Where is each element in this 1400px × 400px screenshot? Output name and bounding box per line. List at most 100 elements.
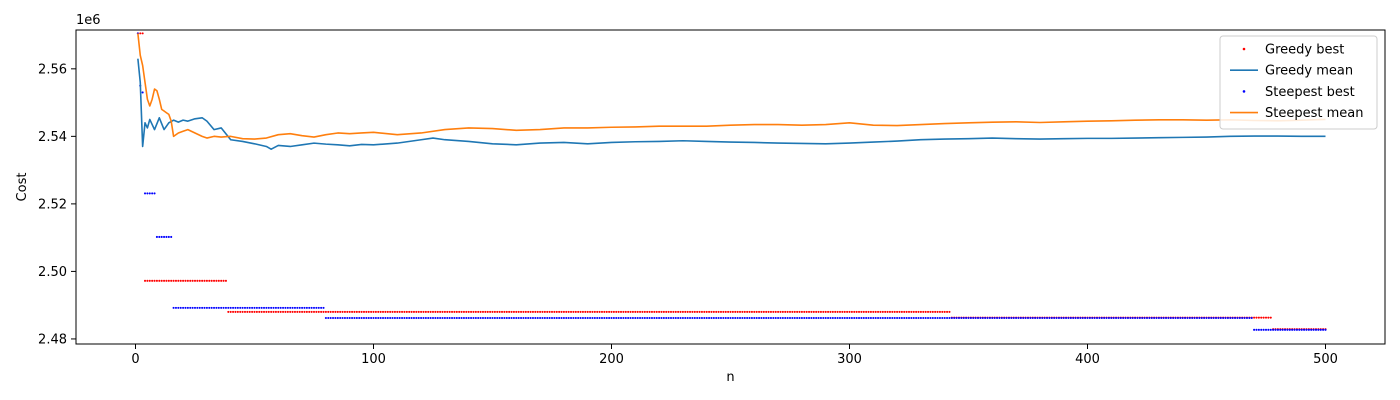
data-point — [634, 316, 637, 320]
data-point — [270, 310, 273, 313]
data-point — [196, 306, 199, 309]
data-point — [508, 316, 511, 320]
data-point — [436, 310, 439, 313]
data-point — [310, 310, 313, 313]
data-point — [727, 310, 730, 313]
data-point — [327, 310, 330, 313]
data-point — [679, 316, 682, 320]
data-point — [389, 310, 392, 313]
x-tick-label: 200 — [599, 352, 624, 367]
data-point — [558, 316, 561, 320]
data-point — [976, 316, 980, 320]
data-point — [555, 316, 558, 320]
data-point — [860, 310, 863, 313]
data-point — [139, 32, 142, 35]
data-point — [251, 310, 254, 313]
data-point — [1200, 316, 1203, 320]
data-point — [1322, 328, 1325, 331]
legend-marker — [1242, 90, 1246, 93]
data-point — [422, 310, 425, 313]
data-point — [236, 306, 239, 309]
data-point — [343, 310, 346, 313]
data-point — [755, 316, 758, 320]
data-point — [541, 310, 544, 313]
data-point — [717, 310, 720, 313]
data-point — [489, 310, 492, 313]
data-point — [353, 316, 356, 320]
data-point — [660, 310, 663, 313]
data-point — [1138, 316, 1141, 320]
data-point — [534, 316, 537, 320]
data-point — [474, 316, 477, 320]
data-point — [788, 310, 792, 313]
data-point — [1298, 328, 1301, 331]
data-point — [979, 316, 982, 320]
data-point — [298, 310, 301, 313]
data-point — [781, 310, 784, 313]
data-point — [1107, 316, 1110, 320]
data-point — [353, 310, 356, 313]
data-point — [174, 279, 178, 282]
data-point — [401, 316, 404, 320]
data-point — [1324, 328, 1327, 331]
data-point — [710, 316, 713, 320]
data-point — [529, 310, 532, 313]
data-point — [967, 316, 970, 320]
data-point — [339, 310, 342, 313]
data-point — [420, 316, 423, 320]
data-point — [965, 316, 968, 320]
data-point — [896, 316, 899, 320]
data-point — [455, 316, 458, 320]
data-point — [384, 316, 387, 320]
data-point — [284, 310, 287, 313]
data-point — [991, 316, 994, 320]
data-point — [627, 310, 630, 313]
data-point — [696, 316, 699, 320]
data-point — [981, 316, 984, 320]
data-point — [603, 316, 606, 320]
data-point — [379, 310, 382, 313]
data-point — [584, 310, 587, 313]
data-point — [408, 310, 411, 313]
data-point — [191, 306, 194, 309]
data-point — [784, 316, 787, 320]
data-point — [779, 316, 782, 320]
data-point — [622, 316, 625, 320]
data-point — [227, 310, 230, 313]
data-point — [1065, 316, 1068, 320]
data-point — [822, 316, 825, 320]
legend-entry: Greedy best — [1265, 43, 1344, 58]
data-point — [453, 316, 456, 320]
data-point — [841, 316, 844, 320]
data-point — [167, 279, 170, 282]
data-point — [441, 316, 444, 320]
data-point — [850, 316, 853, 320]
data-point — [836, 310, 839, 313]
data-point — [734, 310, 737, 313]
data-point — [1172, 316, 1175, 320]
data-point — [293, 310, 297, 313]
data-point — [396, 316, 399, 320]
data-point — [879, 316, 882, 320]
data-point — [1293, 328, 1296, 331]
data-point — [374, 310, 377, 313]
data-point — [317, 310, 320, 313]
data-point — [189, 279, 192, 282]
data-point — [179, 306, 182, 309]
data-point — [274, 310, 277, 313]
data-point — [401, 310, 404, 313]
data-point — [546, 310, 549, 313]
x-tick-label: 0 — [131, 352, 139, 367]
data-point — [938, 310, 941, 313]
data-lines — [137, 33, 1326, 150]
data-point — [1257, 328, 1260, 331]
data-point — [846, 310, 849, 313]
data-point — [522, 316, 525, 320]
data-point — [222, 279, 225, 282]
data-point — [646, 316, 649, 320]
data-point — [443, 316, 446, 320]
data-point — [879, 310, 882, 313]
data-point — [836, 316, 839, 320]
data-point — [598, 316, 601, 320]
data-point — [1115, 316, 1118, 320]
